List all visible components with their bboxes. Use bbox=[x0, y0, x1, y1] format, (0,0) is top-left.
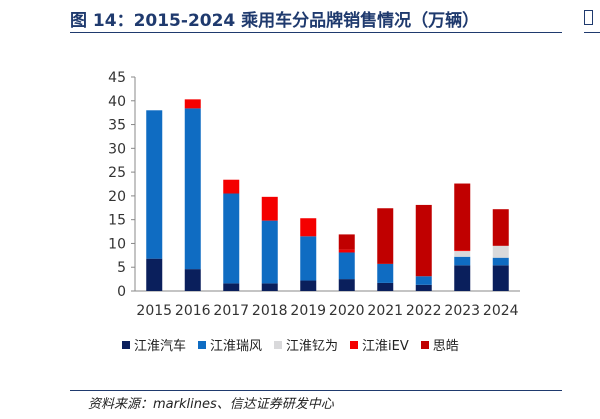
y-tick-label: 30 bbox=[108, 141, 126, 157]
x-tick-label: 2016 bbox=[175, 303, 211, 319]
bar-segment bbox=[261, 196, 278, 221]
x-tick-label: 2024 bbox=[483, 303, 519, 319]
legend-label: 思皓 bbox=[432, 339, 459, 354]
x-tick-label: 2015 bbox=[136, 303, 172, 319]
legend-label: 江淮iEV bbox=[362, 339, 409, 354]
legend-swatch bbox=[198, 340, 207, 349]
legend-swatch bbox=[274, 340, 283, 349]
y-tick-label: 45 bbox=[108, 70, 126, 86]
bar-segment bbox=[338, 279, 355, 291]
x-tick-label: 2017 bbox=[213, 303, 249, 319]
title-divider bbox=[70, 32, 562, 33]
bar-segment bbox=[261, 220, 278, 284]
chart-title: 图 14：2015-2024 乘用车分品牌销售情况（万辆） bbox=[70, 11, 480, 31]
bar-segment bbox=[338, 249, 355, 253]
bar-segment bbox=[146, 258, 163, 291]
bar-segment bbox=[184, 269, 201, 291]
x-tick-label: 2018 bbox=[252, 303, 288, 319]
bar-segment bbox=[454, 250, 471, 252]
bar-segment bbox=[415, 204, 432, 277]
y-tick-label: 35 bbox=[108, 118, 126, 134]
legend-label: 江淮钇为 bbox=[286, 339, 339, 354]
source-divider bbox=[70, 390, 562, 391]
y-tick-label: 40 bbox=[108, 94, 126, 110]
y-tick-label: 20 bbox=[108, 189, 126, 205]
bar-segment bbox=[454, 183, 471, 251]
legend-swatch bbox=[350, 340, 359, 349]
y-tick-label: 25 bbox=[108, 165, 126, 181]
bar-segment bbox=[338, 252, 355, 280]
next-figure-marker bbox=[584, 10, 593, 25]
bar-segment bbox=[377, 282, 394, 291]
bar-segment bbox=[492, 209, 509, 246]
bar-segment bbox=[300, 236, 317, 281]
x-tick-label: 2022 bbox=[406, 303, 442, 319]
bar-segment bbox=[492, 257, 509, 266]
x-tick-label: 2019 bbox=[290, 303, 326, 319]
next-figure-divider bbox=[584, 32, 600, 33]
chart-legend: 江淮汽车 江淮瑞风 江淮钇为 江淮iEV 思皓 bbox=[122, 335, 459, 354]
legend-swatch bbox=[420, 340, 429, 349]
legend-item: 江淮汽车 bbox=[122, 335, 186, 354]
bar-segment bbox=[146, 110, 163, 259]
legend-item: 江淮瑞风 bbox=[198, 335, 262, 354]
bar-segment bbox=[454, 251, 471, 257]
legend-item: 思皓 bbox=[420, 335, 459, 354]
bar-segment bbox=[454, 256, 471, 266]
y-tick-label: 10 bbox=[108, 236, 126, 252]
legend-label: 江淮汽车 bbox=[134, 339, 187, 354]
bar-segment bbox=[338, 234, 355, 250]
y-tick-label: 5 bbox=[117, 260, 126, 276]
bar-segment bbox=[492, 265, 509, 291]
y-tick-label: 0 bbox=[117, 284, 126, 300]
bar-segment bbox=[300, 280, 317, 291]
x-tick-label: 2021 bbox=[367, 303, 403, 319]
bar-segment bbox=[415, 284, 432, 291]
bar-segment bbox=[454, 265, 471, 291]
bar-segment bbox=[261, 283, 278, 291]
bar-segment bbox=[223, 179, 240, 194]
bar-segment bbox=[377, 208, 394, 264]
legend-label: 江淮瑞风 bbox=[210, 339, 263, 354]
bar-segment bbox=[184, 99, 201, 109]
x-tick-label: 2023 bbox=[444, 303, 480, 319]
y-tick-label: 15 bbox=[108, 213, 126, 229]
bar-segment bbox=[415, 276, 432, 285]
bar-segment bbox=[492, 245, 509, 258]
legend-item: 江淮钇为 bbox=[274, 335, 338, 354]
bar-segment bbox=[223, 283, 240, 291]
bar-segment bbox=[300, 218, 317, 237]
source-note: 资料来源：marklines、信达证券研发中心 bbox=[88, 397, 334, 412]
legend-item: 江淮iEV bbox=[350, 335, 409, 354]
legend-swatch bbox=[122, 340, 130, 349]
bar-segment bbox=[223, 193, 240, 284]
bar-segment bbox=[184, 108, 201, 270]
x-tick-label: 2020 bbox=[329, 303, 365, 319]
bar-segment bbox=[377, 263, 394, 283]
